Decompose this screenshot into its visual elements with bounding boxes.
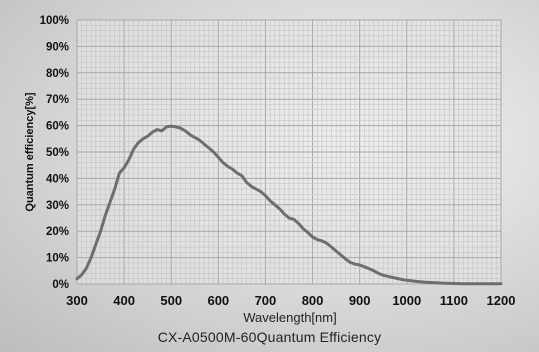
y-tick-label: 0% <box>52 279 69 291</box>
x-tick-label: 500 <box>160 293 182 308</box>
y-tick-label: 20% <box>46 226 69 238</box>
x-tick-label: 1100 <box>440 293 468 308</box>
x-tick-label: 1000 <box>392 293 421 308</box>
x-tick-label: 1200 <box>487 293 516 308</box>
series-line <box>75 124 503 286</box>
chart-title: CX-A0500M-60Quantum Efficiency <box>157 329 382 345</box>
grid <box>76 19 502 285</box>
y-tick-label: 10% <box>46 253 69 265</box>
x-tick-label: 800 <box>302 293 324 308</box>
x-tick-label: 700 <box>255 293 277 308</box>
y-axis-label: Quantum efficiency[%] <box>24 92 36 212</box>
x-tick-label: 300 <box>66 293 88 308</box>
y-tick-label: 40% <box>46 173 69 185</box>
y-tick-label: 80% <box>46 68 69 80</box>
y-tick-label: 50% <box>46 147 69 159</box>
y-tick-label: 60% <box>46 121 69 133</box>
x-tick-label: 400 <box>113 293 135 308</box>
x-tick-label: 900 <box>349 293 371 308</box>
y-tick-label: 100% <box>40 15 69 27</box>
y-tick-label: 30% <box>46 200 69 212</box>
y-tick-labels: 0% 10% 20% 30% 40% 50% 60% 70% 80% 90% 100% <box>40 15 69 291</box>
x-axis-label: Wavelength[nm] <box>243 310 336 325</box>
x-tick-label: 600 <box>207 293 229 308</box>
x-tick-labels: 300 400 500 600 700 800 900 1000 1100 1200 <box>66 293 515 308</box>
y-tick-label: 90% <box>46 41 69 53</box>
y-tick-label: 70% <box>46 94 69 106</box>
